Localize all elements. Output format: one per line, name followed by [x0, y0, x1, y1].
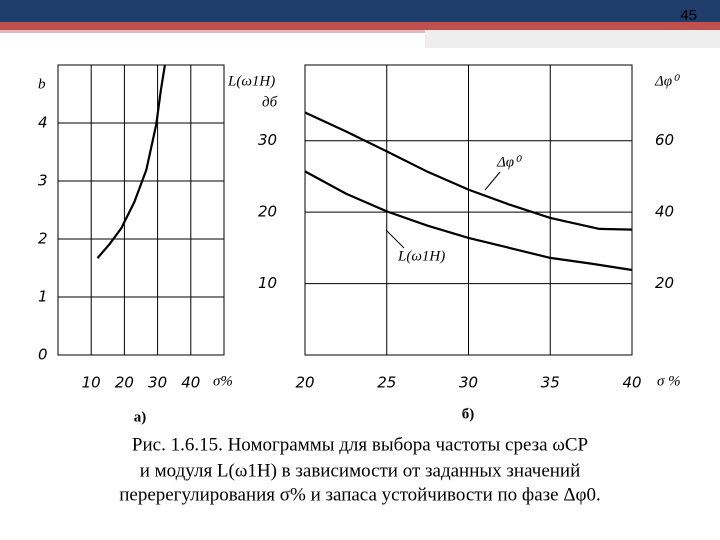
curve: [96, 64, 166, 259]
caption-line: перерегулирования σ% и запаса устойчивос…: [119, 484, 601, 505]
y-tick-label: 2: [38, 230, 48, 248]
series-label: Δφ⁰: [496, 154, 522, 170]
y-axis-label: b: [38, 76, 46, 92]
annotation-leader: [385, 229, 405, 249]
panel-label: б): [462, 406, 475, 422]
x-tick-label: 30: [459, 374, 478, 392]
header-bar: [0, 0, 720, 22]
y-tick-label: 30: [258, 131, 277, 149]
plot-frame: [57, 64, 225, 356]
y2-axis-label: Δφ⁰: [654, 73, 680, 89]
x-tick-label: 40: [622, 374, 641, 392]
caption-line: Рис. 1.6.15. Номограммы для выбора часто…: [132, 434, 588, 455]
y-tick-label: 4: [38, 114, 48, 132]
x-tick-label: 25: [377, 374, 396, 392]
panel-label: а): [134, 409, 147, 425]
y-tick-label: 20: [258, 203, 277, 221]
annotation-leader: [484, 171, 501, 191]
x-tick-label: 30: [148, 374, 167, 392]
y-axis-unit: дб: [262, 94, 278, 110]
y-tick-label: 0: [38, 346, 48, 364]
series-label: L(ω1H): [397, 248, 445, 264]
y-tick-label: 3: [38, 172, 48, 190]
x-tick-label: 20: [295, 374, 314, 392]
y2-tick-label: 20: [655, 274, 674, 292]
slide-number: 45: [680, 7, 697, 24]
y-tick-label: 1: [38, 288, 48, 306]
y2-tick-label: 40: [655, 203, 674, 221]
x-tick-label: 10: [82, 374, 101, 392]
curve: [304, 170, 633, 272]
y-axis-label: L(ω1H): [227, 73, 275, 89]
y-tick-label: 10: [258, 274, 277, 292]
x-axis-label: σ%: [213, 373, 233, 389]
caption-line: и модуля L(ω1H) в зависимости от заданны…: [140, 460, 581, 481]
x-tick-label: 35: [541, 374, 560, 392]
charts: 0 1 2 3 4 10 20 30 40 b σ% а) 10 20 30 20 40 60 20 25 30 35 40…: [38, 64, 681, 425]
header-tab: [425, 30, 720, 48]
header-stripe-light: [0, 30, 720, 33]
x-tick-label: 20: [115, 374, 134, 392]
header-stripe: [0, 22, 720, 30]
curve: [304, 111, 633, 231]
x-axis-label: σ %: [657, 373, 681, 389]
x-tick-label: 40: [181, 374, 200, 392]
y2-tick-label: 60: [655, 131, 674, 149]
